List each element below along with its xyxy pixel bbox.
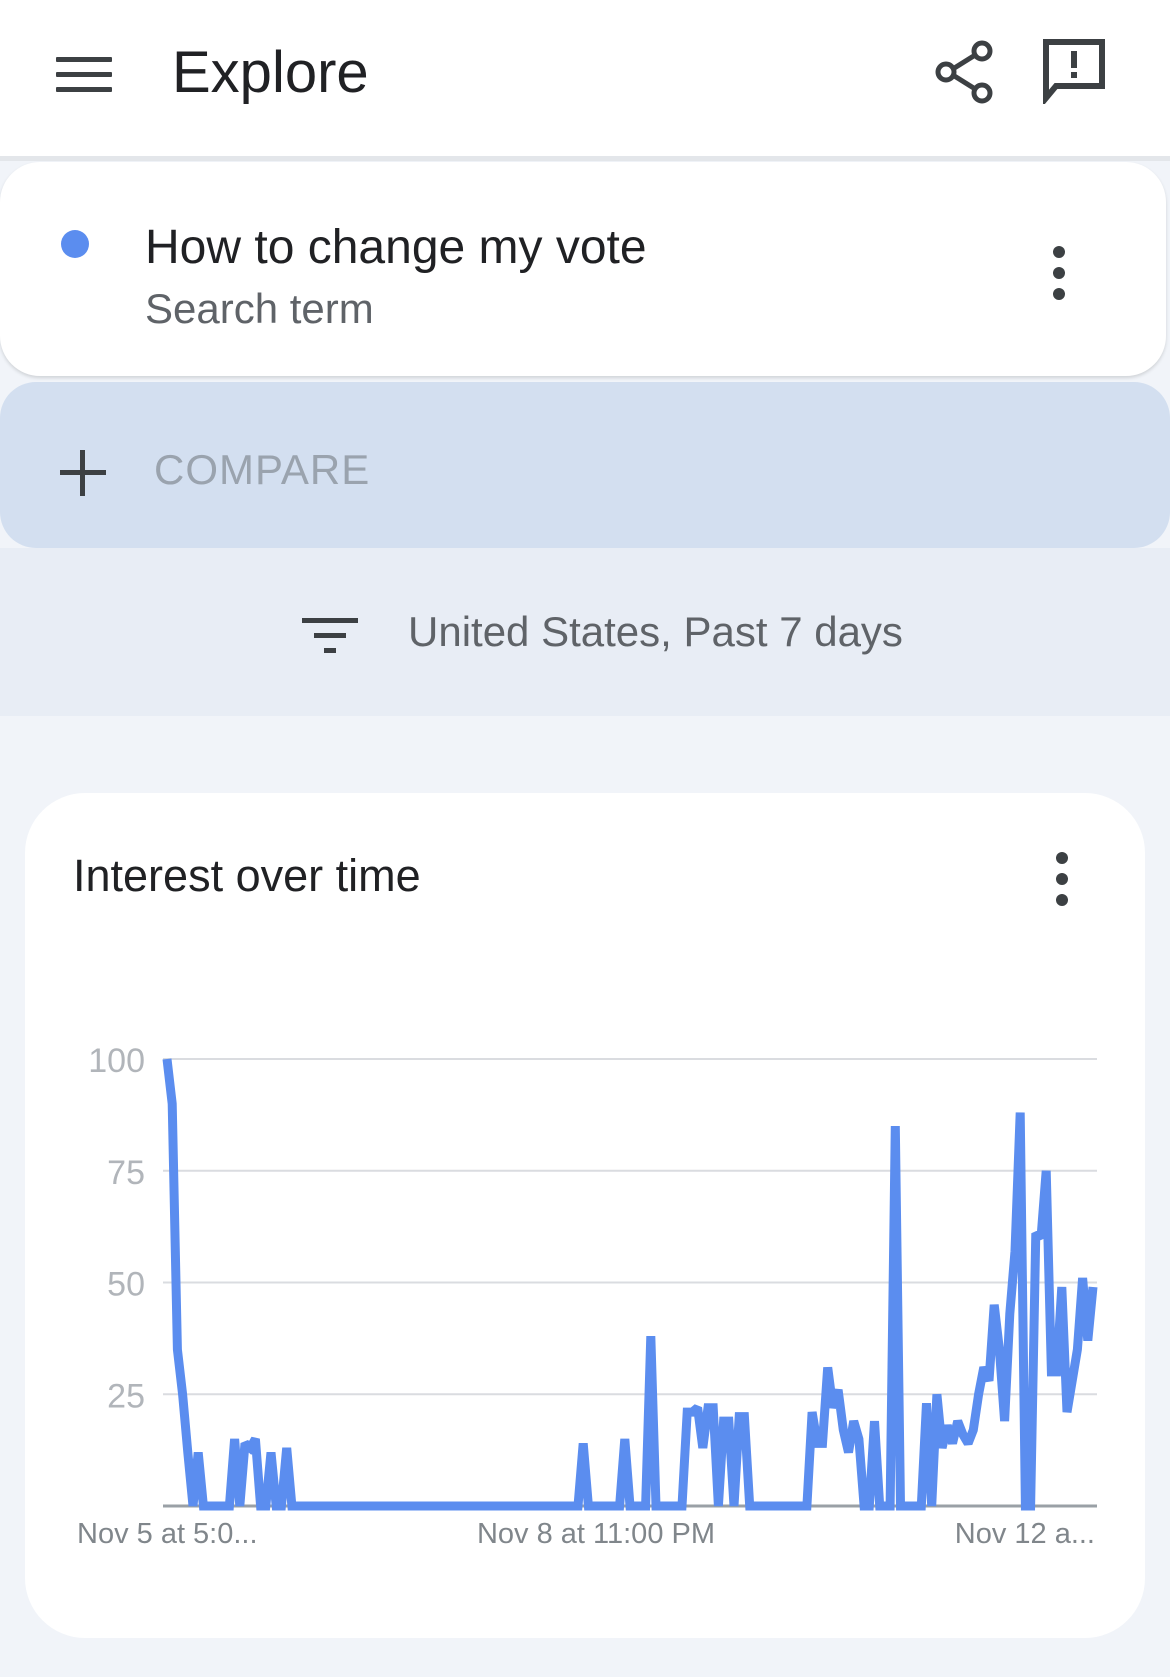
plus-icon: [60, 450, 106, 496]
compare-button[interactable]: [0, 382, 1170, 548]
interest-over-time-card: [25, 793, 1145, 1638]
filter-icon[interactable]: [302, 618, 358, 654]
search-term-title: How to change my vote: [145, 221, 647, 274]
page-title: Explore: [172, 40, 369, 105]
menu-icon[interactable]: [56, 55, 112, 95]
filter-label[interactable]: United States, Past 7 days: [408, 608, 903, 655]
feedback-icon[interactable]: [1040, 38, 1108, 104]
term-more-options-icon[interactable]: [1053, 246, 1065, 300]
filter-bar[interactable]: [0, 548, 1170, 716]
term-color-dot: [61, 230, 89, 258]
app-bar: Explore: [0, 0, 1170, 161]
search-term-subtitle: Search term: [145, 285, 374, 332]
compare-label: COMPARE: [154, 446, 371, 493]
card-more-options-icon[interactable]: [1056, 852, 1068, 906]
share-icon[interactable]: [934, 40, 998, 104]
search-term-card[interactable]: How to change my vote Search term: [0, 162, 1166, 376]
card-title: Interest over time: [73, 850, 421, 901]
